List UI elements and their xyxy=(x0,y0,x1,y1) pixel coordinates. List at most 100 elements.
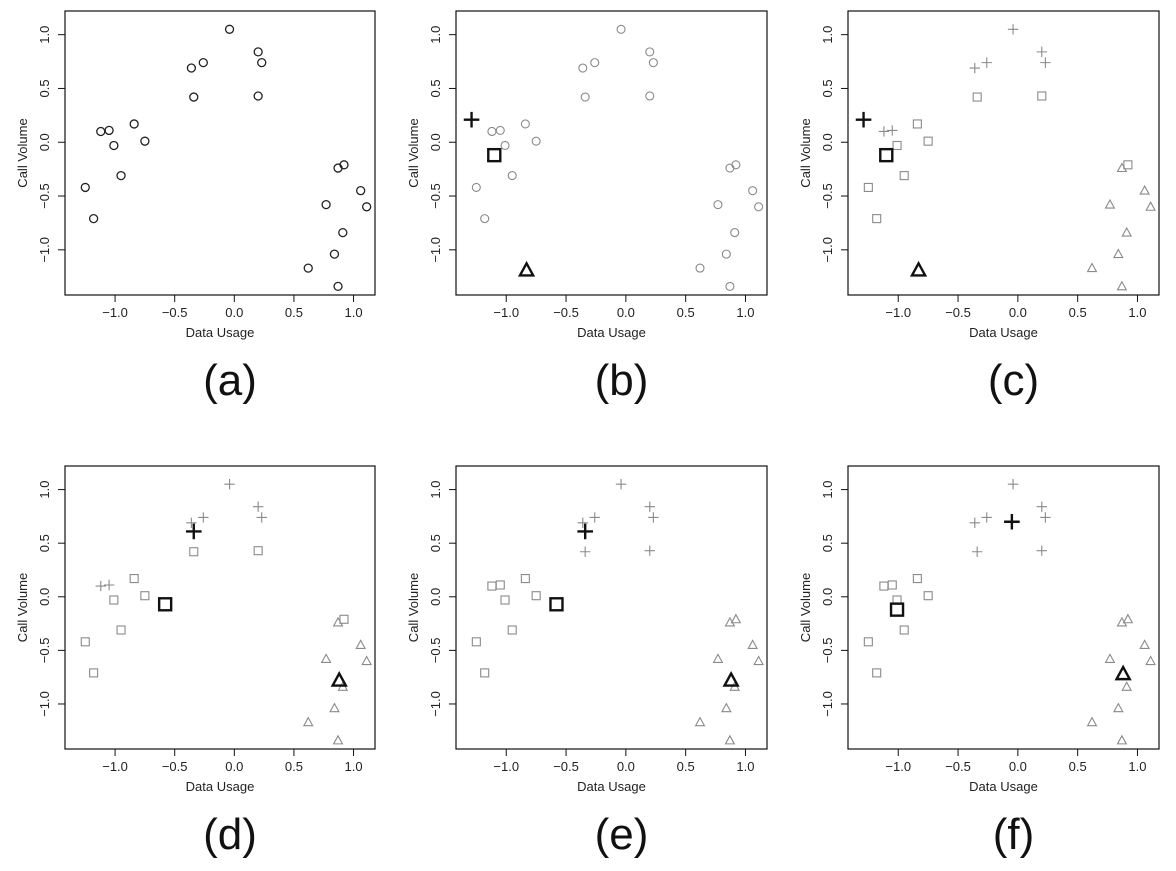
y-tick-label: 0.0 xyxy=(37,588,52,606)
y-tick-label: 1.0 xyxy=(37,26,52,44)
data-point-square xyxy=(923,591,933,601)
y-tick-label: 1.0 xyxy=(428,26,443,44)
data-point-circle xyxy=(590,58,600,68)
x-tick-label: 0.0 xyxy=(1009,305,1027,320)
data-point-plus xyxy=(198,512,209,523)
data-point-square xyxy=(972,92,982,102)
data-point-circle xyxy=(253,91,263,101)
x-tick-label: 0.0 xyxy=(617,305,635,320)
plot-frame xyxy=(455,465,768,750)
data-point-square xyxy=(863,637,873,647)
data-point-square xyxy=(520,574,530,584)
y-tick-label: −1.0 xyxy=(428,237,443,263)
data-point-plus xyxy=(256,512,267,523)
data-point-square xyxy=(116,625,126,635)
y-axis-title: Call Volume xyxy=(406,118,421,187)
y-tick-label: 0.5 xyxy=(820,79,835,97)
x-tick-label: −0.5 xyxy=(553,305,579,320)
data-point-square xyxy=(912,119,922,129)
y-tick-label: −0.5 xyxy=(37,638,52,664)
data-point-square xyxy=(879,581,889,591)
x-tick-label: −1.0 xyxy=(885,305,911,320)
x-axis-title: Data Usage xyxy=(186,325,255,340)
data-point-circle xyxy=(362,202,372,212)
y-tick-label: 0.5 xyxy=(37,534,52,552)
x-tick-label: −1.0 xyxy=(102,305,128,320)
data-point-circle xyxy=(645,47,655,57)
data-point-plus xyxy=(644,501,655,512)
data-point-plus xyxy=(1007,24,1019,35)
data-point-square xyxy=(495,580,505,590)
y-tick-label: 1.0 xyxy=(820,481,835,499)
data-point-plus xyxy=(1036,501,1047,512)
centroid-triangle xyxy=(517,260,536,277)
data-point-plus xyxy=(644,545,655,556)
centroid-square xyxy=(157,597,173,612)
data-point-triangle xyxy=(1121,681,1133,691)
y-tick-label: 0.0 xyxy=(820,133,835,151)
data-point-circle xyxy=(96,126,106,137)
data-point-circle xyxy=(645,91,655,101)
data-point-triangle xyxy=(1113,248,1124,259)
data-point-circle xyxy=(500,140,510,151)
data-point-circle xyxy=(186,63,197,73)
data-point-square xyxy=(500,595,510,605)
data-point-triangle xyxy=(724,734,736,745)
data-point-circle xyxy=(80,182,90,193)
data-point-circle xyxy=(721,249,731,259)
plot-frame xyxy=(64,10,376,296)
data-point-square xyxy=(899,171,909,181)
x-tick-label: 0.0 xyxy=(617,759,635,774)
data-point-plus xyxy=(1036,545,1047,556)
data-point-square xyxy=(912,574,922,584)
y-axis-title: Call Volume xyxy=(15,573,30,642)
data-point-circle xyxy=(487,126,497,137)
data-point-plus xyxy=(969,517,980,529)
centroid-square xyxy=(487,147,502,163)
data-point-square xyxy=(507,625,517,635)
data-point-plus xyxy=(648,512,659,523)
data-point-circle xyxy=(224,24,235,34)
data-point-triangle xyxy=(712,653,724,663)
y-tick-label: 1.0 xyxy=(820,26,835,44)
plot-frame xyxy=(64,465,376,750)
data-point-triangle xyxy=(302,716,314,727)
data-point-plus xyxy=(103,579,115,591)
data-point-square xyxy=(872,668,882,678)
data-point-circle xyxy=(257,57,267,68)
panel-label: (a) xyxy=(203,356,257,405)
data-point-triangle xyxy=(1116,280,1128,291)
y-tick-label: 0.0 xyxy=(37,133,52,151)
data-point-circle xyxy=(329,249,340,259)
data-point-square xyxy=(471,637,481,647)
data-point-triangle xyxy=(747,639,758,650)
data-point-circle xyxy=(578,63,588,73)
x-tick-label: 0.5 xyxy=(285,305,303,320)
data-point-square xyxy=(1037,91,1047,101)
data-point-triangle xyxy=(1104,198,1116,209)
data-point-circle xyxy=(531,136,541,146)
data-point-plus xyxy=(95,580,106,592)
data-point-circle xyxy=(713,200,723,210)
data-point-plus xyxy=(878,126,890,137)
panel-b: −1.0 −0.5 0.0 0.5 1.0 −1.0 −0.5 0.0 0.5 1.0 Data U… xyxy=(406,10,768,405)
data-point-plus xyxy=(1040,512,1051,523)
data-point-plus xyxy=(252,501,264,512)
x-tick-label: 0.5 xyxy=(1069,305,1087,320)
x-tick-label: 1.0 xyxy=(1128,305,1146,320)
data-point-circle xyxy=(754,202,764,212)
data-point-circle xyxy=(333,281,343,292)
data-point-square xyxy=(339,614,349,624)
data-point-square xyxy=(872,214,882,224)
data-point-square xyxy=(109,595,119,605)
x-tick-label: −0.5 xyxy=(162,305,188,320)
centroid-plus xyxy=(577,523,593,540)
data-point-circle xyxy=(730,228,740,238)
y-axis-title: Call Volume xyxy=(798,573,813,642)
x-tick-label: 0.5 xyxy=(677,305,695,320)
y-tick-label: 0.5 xyxy=(428,79,443,97)
x-axis-title: Data Usage xyxy=(186,779,255,794)
data-point-plus xyxy=(579,546,591,557)
data-point-circle xyxy=(189,92,199,102)
